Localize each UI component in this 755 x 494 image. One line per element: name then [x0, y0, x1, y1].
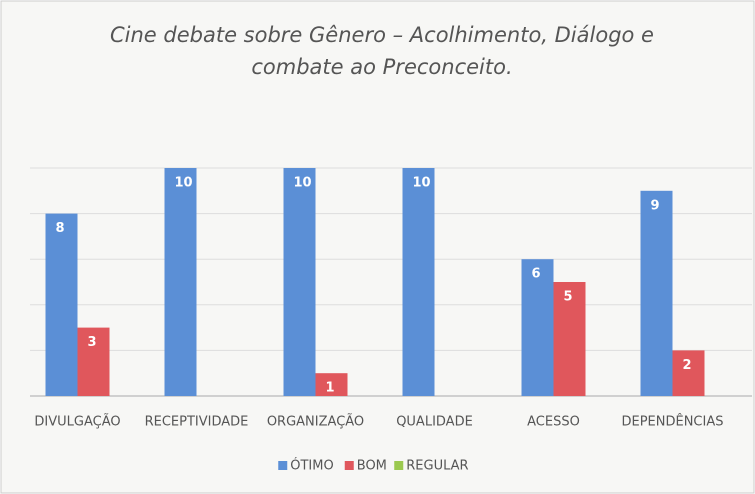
legend-label: ÓTIMO: [290, 458, 333, 474]
x-tick-label: DEPENDÊNCIAS: [621, 414, 723, 430]
data-label: 10: [413, 176, 431, 191]
bar: [672, 350, 705, 396]
bar: [77, 327, 110, 396]
bar: [640, 190, 673, 396]
bar: [164, 168, 197, 396]
chart-title: combate ao Preconceito.: [251, 55, 512, 79]
x-tick-label: ORGANIZAÇÃO: [267, 414, 364, 430]
chart-title: Cine debate sobre Gênero – Acolhimento, …: [110, 23, 654, 47]
x-tick-label: DIVULGAÇÃO: [34, 414, 120, 430]
legend-swatch: [278, 461, 288, 470]
x-tick-label: ACESSO: [527, 415, 580, 430]
data-label: 10: [175, 176, 193, 191]
bar: [402, 168, 435, 396]
data-label: 6: [532, 267, 541, 282]
x-tick-label: RECEPTIVIDADE: [145, 415, 249, 430]
data-label: 3: [88, 335, 97, 350]
bar: [45, 213, 78, 396]
data-label: 5: [564, 290, 573, 305]
x-tick-label: QUALIDADE: [396, 415, 473, 430]
data-label: 2: [683, 358, 692, 373]
bar: [315, 373, 348, 396]
legend-swatch: [394, 461, 404, 470]
data-label: 10: [294, 176, 312, 191]
legend-swatch: [344, 461, 354, 470]
legend-label: BOM: [357, 459, 387, 474]
legend-label: REGULAR: [406, 459, 468, 474]
bar: [521, 259, 554, 396]
bar: [283, 168, 316, 396]
data-label: 9: [651, 198, 660, 213]
data-label: 8: [56, 221, 65, 236]
bar: [553, 282, 586, 396]
data-label: 1: [326, 381, 335, 396]
